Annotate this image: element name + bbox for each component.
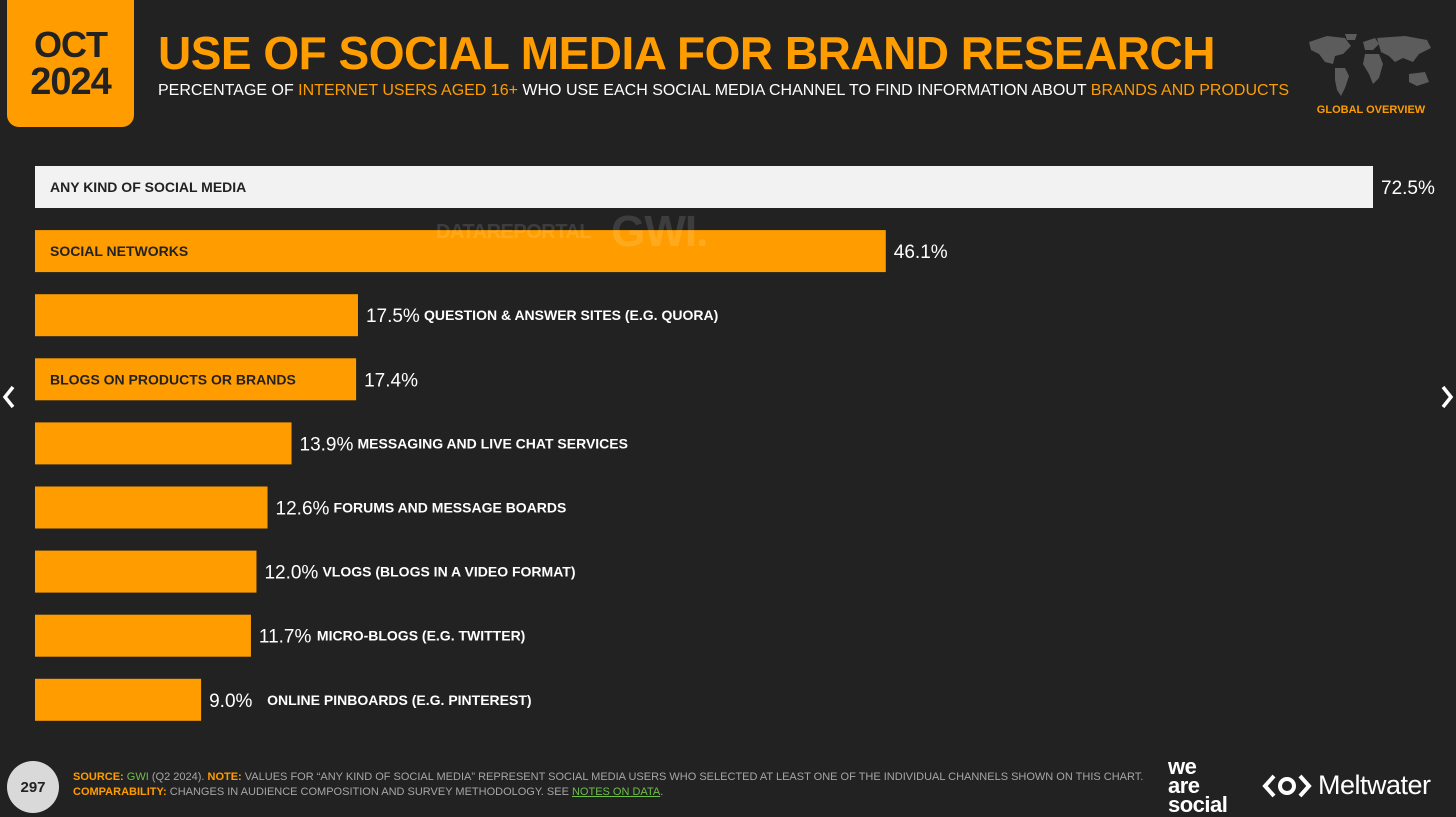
bar-2 <box>35 230 886 273</box>
bar-value-label: 12.6% <box>276 499 330 520</box>
region-label: GLOBAL OVERVIEW <box>1316 104 1426 116</box>
source-rest: (Q2 2024). <box>148 771 208 783</box>
note-key: NOTE: <box>207 771 242 783</box>
bar-5 <box>35 422 292 465</box>
chevron-right-icon[interactable] <box>1440 383 1454 411</box>
bar-category-label: FORUMS AND MESSAGE BOARDS <box>334 500 567 516</box>
notes-on-data-link[interactable]: NOTES ON DATA <box>571 786 661 798</box>
date-month: OCT <box>34 23 108 65</box>
subtitle-highlight: INTERNET USERS AGED 16+ <box>298 82 518 99</box>
bar-6 <box>35 486 268 529</box>
comparability-text: CHANGES IN AUDIENCE COMPOSITION AND SURV… <box>166 786 572 798</box>
source-key: SOURCE: <box>73 771 124 783</box>
bar-category-label: VLOGS (BLOGS IN A VIDEO FORMAT) <box>322 564 575 580</box>
subtitle-part: PERCENTAGE OF <box>158 82 299 99</box>
source-name: GWI <box>126 771 149 783</box>
bar-value-label: 72.5% <box>1381 178 1435 199</box>
subtitle-highlight: BRANDS AND PRODUCTS <box>1090 82 1290 99</box>
page-subtitle: PERCENTAGE OF INTERNET USERS AGED 16+ WH… <box>158 82 1289 100</box>
bar-8 <box>35 614 251 657</box>
bar-value-label: 13.9% <box>300 434 354 455</box>
bar-category-label: QUESTION & ANSWER SITES (E.G. QUORA) <box>424 307 718 323</box>
world-map-icon <box>1309 34 1431 96</box>
bar-3 <box>35 294 358 337</box>
bar-category-label: ANY KIND OF SOCIAL MEDIA <box>50 179 246 195</box>
meltwater-logo-icon <box>1262 774 1312 797</box>
bar-chart: 72.5% ANY KIND OF SOCIAL MEDIA 46.1% SOCIAL… <box>35 166 1435 721</box>
bar-value-label: 17.5% <box>366 306 420 327</box>
footer-period: . <box>660 786 664 798</box>
bar-7 <box>35 550 257 593</box>
page-title: USE OF SOCIAL MEDIA FOR BRAND RESEARCH <box>158 27 1215 79</box>
bar-9 <box>35 678 202 721</box>
we-are-social-logo: we are social <box>1168 754 1228 817</box>
comparability-line: COMPARABILITY: CHANGES IN AUDIENCE COMPO… <box>73 785 1143 800</box>
bar-value-label: 17.4% <box>364 370 418 391</box>
bar-category-label: MICRO-BLOGS (E.G. TWITTER) <box>317 628 525 644</box>
subtitle-part: WHO USE EACH SOCIAL MEDIA CHANNEL TO FIN… <box>517 82 1091 99</box>
bar-category-label: ONLINE PINBOARDS (E.G. PINTEREST) <box>267 692 531 708</box>
bar-category-label: SOCIAL NETWORKS <box>50 243 188 259</box>
meltwater-logo: Meltwater <box>1262 770 1431 801</box>
bar-category-label: BLOGS ON PRODUCTS OR BRANDS <box>50 371 296 387</box>
logo-word-are: are <box>1168 773 1200 798</box>
chevron-left-icon[interactable] <box>2 383 16 411</box>
meltwater-wordmark: Meltwater <box>1318 770 1431 800</box>
date-year: 2024 <box>30 60 112 103</box>
bar-value-label: 11.7% <box>259 627 312 648</box>
bar-value-label: 46.1% <box>894 242 948 263</box>
date-badge: OCT 2024 <box>7 0 134 127</box>
footer-notes: SOURCE: GWI (Q2 2024). NOTE: VALUES FOR … <box>73 770 1143 800</box>
bar-category-label: MESSAGING AND LIVE CHAT SERVICES <box>358 435 628 451</box>
bar-value-label: 9.0% <box>209 691 252 712</box>
logo-word-we: we <box>1168 754 1197 779</box>
source-line: SOURCE: GWI (Q2 2024). NOTE: VALUES FOR … <box>73 770 1143 785</box>
comparability-key: COMPARABILITY: <box>73 786 167 798</box>
bar-1 <box>35 166 1373 208</box>
bar-4 <box>35 358 357 401</box>
note-text: VALUES FOR “ANY KIND OF SOCIAL MEDIA” RE… <box>241 771 1144 783</box>
page-number: 297 <box>7 761 59 813</box>
logo-word-social: social <box>1168 792 1228 817</box>
bar-value-label: 12.0% <box>264 563 318 584</box>
